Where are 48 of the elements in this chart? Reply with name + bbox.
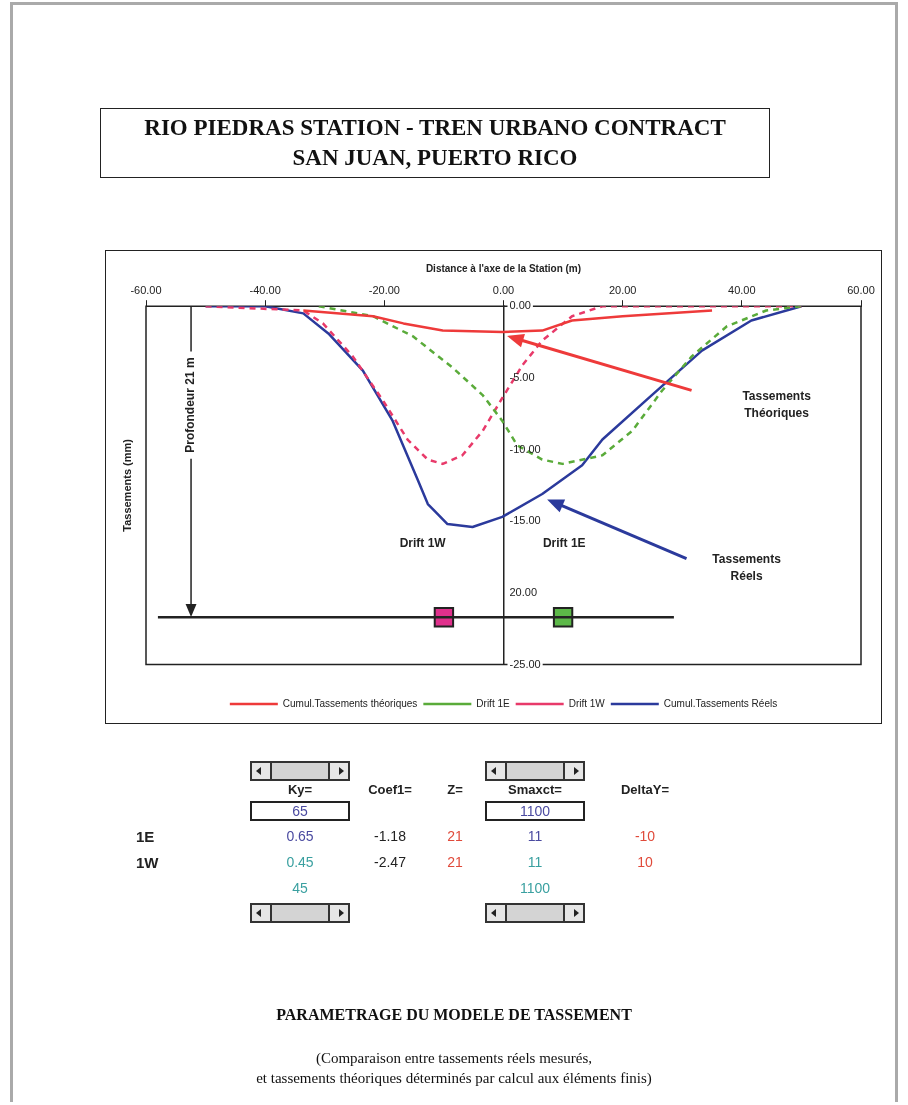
x-tick-label: -20.00 bbox=[368, 283, 400, 296]
x-tick-label: Smaxct= bbox=[507, 782, 563, 797]
x-tick-label: Z= bbox=[447, 782, 463, 797]
x-tick-label: 40.00 bbox=[728, 283, 756, 296]
x-tick-label: Ky= bbox=[286, 782, 314, 797]
text: PARAMETRAGE DU MODELE DE TASSEMENT bbox=[275, 1006, 633, 1024]
x-tick-label: -40.00 bbox=[249, 283, 281, 296]
data-label: 65 bbox=[250, 801, 350, 821]
annotation: Tassements Théoriques bbox=[742, 388, 812, 420]
y-axis-title: Tassements (mm) bbox=[121, 438, 134, 532]
y-tick-label: -25.00 bbox=[509, 657, 541, 670]
x-tick-label: 20.00 bbox=[608, 283, 637, 296]
data-label: 21 bbox=[446, 854, 464, 872]
data-label: 11 bbox=[526, 854, 544, 872]
x-axis-title: Distance à l'axe de la Station (m) bbox=[425, 262, 582, 274]
data-label: 11 bbox=[526, 828, 544, 846]
annotation: Profondeur 21 m bbox=[183, 357, 198, 453]
x-tick-label: DeltaY= bbox=[619, 782, 671, 797]
data-label: -1.18 bbox=[373, 828, 407, 846]
data-label: 1100 bbox=[485, 801, 585, 821]
legend-label: Drift 1E bbox=[476, 697, 511, 709]
y-tick-label: 20.00 bbox=[509, 585, 538, 598]
legend-label: Cumul.Tassements théoriques bbox=[282, 697, 418, 709]
data-label: 21 bbox=[446, 828, 464, 846]
data-label: 10 bbox=[636, 854, 654, 872]
data-label: -2.47 bbox=[373, 854, 407, 872]
data-label: 0.45 bbox=[285, 854, 315, 872]
y-tick-label: 1E bbox=[136, 828, 155, 845]
text: (Comparaison entre tassements réels mesurés, et tassements théoriques déterminés par calcul aux éléments finis) bbox=[255, 1049, 653, 1088]
chart-title: RIO PIEDRAS STATION - TREN URBANO CONTRACT SAN JUAN, PUERTO RICO bbox=[100, 108, 770, 178]
annotation: Drift 1W bbox=[399, 536, 447, 551]
y-tick-label: -10.00 bbox=[509, 442, 541, 455]
data-label: 45 bbox=[291, 880, 309, 898]
annotation: Tassements Réels bbox=[712, 552, 782, 584]
x-tick-label: Coef1= bbox=[367, 782, 413, 797]
data-label: 1100 bbox=[518, 880, 552, 898]
data-label: 0.65 bbox=[285, 828, 315, 846]
y-tick-label: -15.00 bbox=[509, 514, 541, 527]
legend-label: Drift 1W bbox=[568, 697, 606, 709]
annotation: Drift 1E bbox=[542, 536, 586, 551]
legend-label: Cumul.Tassements Réels bbox=[663, 697, 778, 709]
x-tick-label: 60.00 bbox=[847, 283, 875, 296]
x-tick-label: -60.00 bbox=[130, 283, 162, 296]
data-label: -10 bbox=[633, 828, 657, 846]
y-tick-label: 1W bbox=[136, 854, 159, 871]
y-tick-label: -5.00 bbox=[509, 370, 535, 383]
y-tick-label: 0.00 bbox=[509, 299, 531, 312]
x-tick-label: 0.00 bbox=[492, 283, 515, 296]
